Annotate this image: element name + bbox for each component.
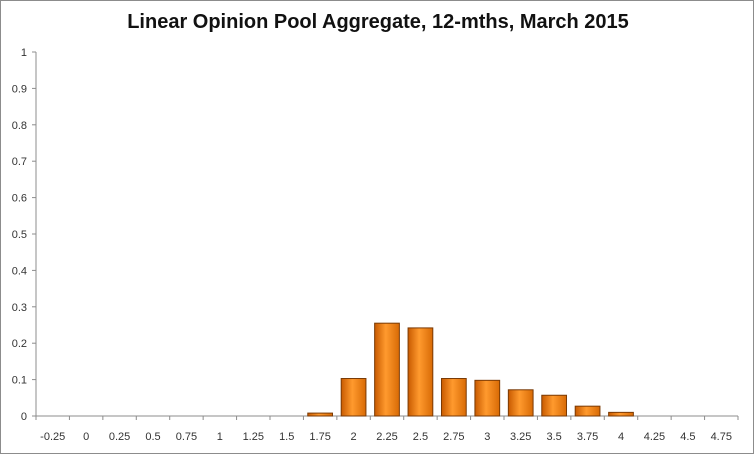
x-tick-label: 2 (351, 431, 357, 443)
y-tick-label: 0.5 (12, 229, 27, 241)
bar (541, 394, 568, 417)
x-tick-label: 1.75 (309, 431, 330, 443)
y-tick-label: 0 (21, 411, 27, 423)
y-tick-label: 1 (21, 47, 27, 59)
bar (440, 378, 467, 417)
x-tick-label: 0 (83, 431, 89, 443)
x-tick-label: 2.5 (413, 431, 428, 443)
chart-title: Linear Opinion Pool Aggregate, 12-mths, … (127, 11, 629, 33)
x-tick-label: 4.25 (644, 431, 665, 443)
y-tick-label: 0.3 (12, 302, 27, 314)
bar (574, 405, 601, 417)
x-tick-label: 2.75 (443, 431, 464, 443)
x-tick-label: 0.5 (145, 431, 160, 443)
y-tick-label: 0.8 (12, 120, 27, 132)
x-tick-label: 1 (217, 431, 223, 443)
x-tick-label: 4.5 (680, 431, 695, 443)
y-tick-label: 0.4 (12, 265, 27, 277)
bar (608, 411, 634, 417)
x-tick-label: 1.25 (243, 431, 264, 443)
bar (307, 412, 334, 417)
bar (340, 378, 367, 417)
x-tick-label: 0.75 (176, 431, 197, 443)
bar (407, 327, 434, 417)
bar (507, 389, 534, 417)
y-tick-label: 0.9 (12, 83, 27, 95)
x-tick-label: 3 (484, 431, 490, 443)
y-tick-label: 0.1 (12, 375, 27, 387)
y-tick-label: 0.2 (12, 338, 27, 350)
x-tick-label: 2.25 (376, 431, 397, 443)
x-tick-label: 3.25 (510, 431, 531, 443)
bar (474, 379, 501, 417)
x-tick-label: 0.25 (109, 431, 130, 443)
x-tick-label: -0.25 (40, 431, 65, 443)
x-tick-label: 1.5 (279, 431, 294, 443)
x-tick-label: 3.5 (546, 431, 561, 443)
x-tick-label: 4.75 (711, 431, 732, 443)
x-tick-label: 4 (618, 431, 624, 443)
y-tick-label: 0.7 (12, 156, 27, 168)
y-tick-label: 0.6 (12, 193, 27, 205)
x-tick-label: 3.75 (577, 431, 598, 443)
bar (374, 322, 400, 417)
